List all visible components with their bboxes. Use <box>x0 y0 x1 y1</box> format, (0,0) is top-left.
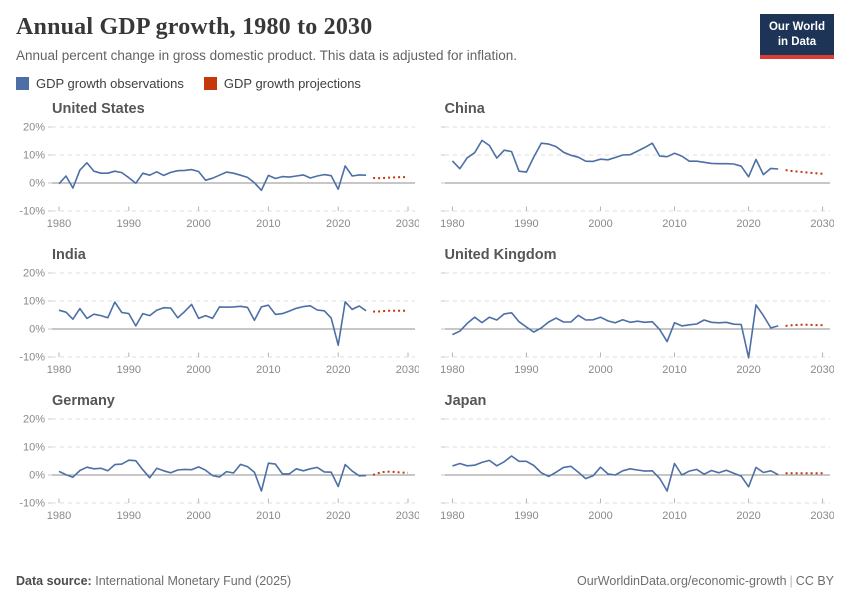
x-axis-label: 1980 <box>47 364 71 376</box>
footer: Data source: International Monetary Fund… <box>16 574 834 588</box>
owid-logo[interactable]: Our World in Data <box>759 14 834 59</box>
y-axis-label: 10% <box>23 442 45 454</box>
x-axis-label: 2020 <box>736 218 760 230</box>
panel-chart-united-kingdom[interactable]: 1980 1990 2000 2010 2020 2030 <box>431 265 834 383</box>
panel-united-states: United States 20% 10% 0% -10% 1980 1990 2000 201… <box>16 101 420 237</box>
x-axis-label: 1990 <box>117 364 141 376</box>
x-axis-label: 1990 <box>514 510 538 522</box>
x-axis-label: 1990 <box>514 364 538 376</box>
x-axis-label: 1980 <box>47 218 71 230</box>
x-axis-label: 1990 <box>117 510 141 522</box>
legend-item-projections: GDP growth projections <box>203 76 361 91</box>
x-axis-label: 2030 <box>810 218 834 230</box>
legend-label-observations: GDP growth observations <box>36 76 184 91</box>
x-axis-label: 1980 <box>440 510 464 522</box>
projections-line-india <box>373 309 408 313</box>
x-axis-label: 2000 <box>588 364 612 376</box>
x-axis-label: 2000 <box>186 218 210 230</box>
source-name[interactable]: International Monetary Fund (2025) <box>95 574 292 588</box>
x-axis-label: 2020 <box>326 510 350 522</box>
source-label: Data source: <box>16 574 92 588</box>
y-axis-label: 20% <box>23 414 45 426</box>
legend-label-projections: GDP growth projections <box>223 76 361 91</box>
y-axis-label: -10% <box>19 352 45 364</box>
x-axis-label: 2020 <box>326 218 350 230</box>
y-axis-label: -10% <box>19 498 45 510</box>
panel-china: China 1980 1990 2000 2010 2020 2030 <box>431 101 835 237</box>
owid-logo-line2: in Data <box>777 35 817 48</box>
page-title: Annual GDP growth, 1980 to 2030 <box>16 14 373 40</box>
panels-grid: United States 20% 10% 0% -10% 1980 1990 2000 201… <box>16 101 834 529</box>
page-subtitle: Annual percent change in gross domestic … <box>16 48 518 63</box>
panel-chart-china[interactable]: 1980 1990 2000 2010 2020 2030 <box>431 119 834 237</box>
panel-chart-india[interactable]: 20% 10% 0% -10%1980 1990 2000 2010 2020 2030 <box>16 265 419 383</box>
x-axis-label: 2030 <box>396 218 419 230</box>
x-axis-label: 1990 <box>117 218 141 230</box>
x-axis-label: 2010 <box>662 218 686 230</box>
x-axis-label: 2030 <box>810 510 834 522</box>
projections-line-united-kingdom <box>784 323 823 327</box>
footer-links: OurWorldinData.org/economic-growth | CC BY <box>577 574 834 588</box>
observations-swatch <box>16 77 29 90</box>
y-axis-label: 0% <box>29 470 45 482</box>
license-link[interactable]: CC BY <box>795 574 834 588</box>
observations-line-china <box>451 139 778 178</box>
footer-separator: | <box>789 574 793 588</box>
x-axis-label: 1980 <box>440 218 464 230</box>
legend-item-observations: GDP growth observations <box>16 76 184 91</box>
x-axis-label: 2000 <box>588 218 612 230</box>
panel-title-united-states: United States <box>52 101 145 117</box>
observations-line-united-states <box>58 161 367 192</box>
x-axis-label: 2000 <box>588 510 612 522</box>
x-axis-label: 2030 <box>396 510 419 522</box>
panel-title-germany: Germany <box>52 393 115 409</box>
panel-title-japan: Japan <box>444 393 487 409</box>
observations-line-united-kingdom <box>451 304 778 359</box>
y-axis-label: 0% <box>29 178 45 190</box>
y-axis-label: -10% <box>19 206 45 218</box>
footer-source: Data source: International Monetary Fund… <box>16 574 291 588</box>
x-axis-label: 2020 <box>736 364 760 376</box>
panel-title-china: China <box>444 101 485 117</box>
panel-india: India 20% 10% 0% -10% 1980 1990 2000 2010 2020 203… <box>16 247 420 383</box>
x-axis-label: 2010 <box>256 364 280 376</box>
x-axis-label: 2000 <box>186 510 210 522</box>
x-axis-label: 1990 <box>514 218 538 230</box>
owid-logo-line1: Our World <box>768 21 825 33</box>
x-axis-label: 2010 <box>662 364 686 376</box>
x-axis-label: 2010 <box>256 510 280 522</box>
projections-swatch <box>203 77 217 90</box>
x-axis-label: 2010 <box>256 218 280 230</box>
y-axis-label: 10% <box>23 296 45 308</box>
panel-germany: Germany 20% 10% 0% -10% 1980 1990 2000 2010 2020 2… <box>16 393 420 529</box>
y-axis-label: 20% <box>23 268 45 280</box>
y-axis-label: 10% <box>23 150 45 162</box>
observations-line-germany <box>58 459 367 492</box>
projections-line-united-states <box>373 176 408 180</box>
observations-line-japan <box>451 455 779 492</box>
panel-title-india: India <box>52 247 86 263</box>
y-axis-label: 0% <box>29 324 45 336</box>
projections-line-china <box>784 169 823 175</box>
panel-chart-japan[interactable]: 1980 1990 2000 2010 2020 2030 <box>431 411 834 529</box>
x-axis-label: 2030 <box>810 364 834 376</box>
y-axis-label: 20% <box>23 122 45 134</box>
footer-url-link[interactable]: OurWorldinData.org/economic-growth <box>576 574 787 588</box>
panel-japan: Japan 1980 1990 2000 2010 2020 2030 <box>431 393 835 529</box>
panel-chart-united-states[interactable]: 20% 10% 0% -10%1980 1990 2000 2010 2020 2030 <box>16 119 419 237</box>
x-axis-label: 2010 <box>662 510 686 522</box>
observations-line-india <box>58 300 367 346</box>
projections-line-germany <box>372 470 409 476</box>
x-axis-label: 2020 <box>736 510 760 522</box>
panel-chart-germany[interactable]: 20% 10% 0% -10%1980 1990 2000 2010 2020 2030 <box>16 411 419 529</box>
x-axis-label: 2030 <box>396 364 419 376</box>
panel-united-kingdom: United Kingdom 1980 1990 2000 2010 2020 2030 <box>431 247 835 383</box>
panel-title-united-kingdom: United Kingdom <box>444 247 557 263</box>
x-axis-label: 2000 <box>186 364 210 376</box>
legend: GDP growth observations GDP growth proje… <box>16 76 834 91</box>
x-axis-label: 1980 <box>440 364 464 376</box>
x-axis-label: 2020 <box>326 364 350 376</box>
x-axis-label: 1980 <box>47 510 71 522</box>
